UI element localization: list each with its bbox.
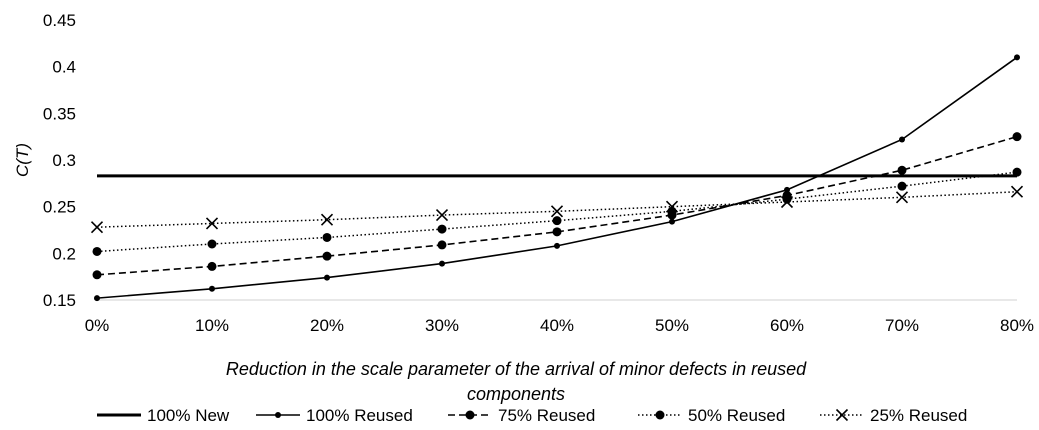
- data-point: [899, 136, 905, 142]
- legend-item: 50% Reused: [638, 406, 785, 425]
- y-axis-label: C(T): [13, 143, 32, 177]
- legend-label: 100% Reused: [306, 406, 413, 425]
- data-point: [837, 410, 848, 421]
- data-point: [668, 207, 677, 216]
- data-point: [553, 216, 562, 225]
- legend: 100% New 100% Reused 75% Reused 50% Reused 2…: [97, 406, 967, 425]
- legend-item: 25% Reused: [820, 406, 967, 425]
- series-layer: [92, 54, 1023, 301]
- data-point: [656, 411, 665, 420]
- legend-item: 100% New: [97, 406, 230, 425]
- data-point: [1013, 132, 1022, 141]
- data-point: [1014, 54, 1020, 60]
- y-tick-label: 0.45: [43, 11, 76, 30]
- data-point: [208, 240, 217, 249]
- x-axis-ticks: 0% 10% 20% 30% 40% 50% 60% 70% 80%: [85, 316, 1034, 335]
- data-point: [207, 218, 218, 229]
- x-tick-label: 0%: [85, 316, 110, 335]
- x-tick-label: 50%: [655, 316, 689, 335]
- data-point: [466, 411, 475, 420]
- y-tick-label: 0.3: [52, 151, 76, 170]
- legend-item: 100% Reused: [256, 406, 413, 425]
- data-point: [1013, 168, 1022, 177]
- x-tick-label: 70%: [885, 316, 919, 335]
- data-point: [554, 243, 560, 249]
- data-point: [92, 222, 103, 233]
- y-axis-ticks: 0.15 0.2 0.25 0.3 0.35 0.4 0.45: [43, 11, 76, 310]
- data-point: [93, 270, 102, 279]
- x-axis-label-line-2: components: [467, 384, 565, 404]
- y-tick-label: 0.15: [43, 291, 76, 310]
- data-point: [208, 262, 217, 271]
- series-line: [97, 57, 1017, 298]
- x-tick-label: 30%: [425, 316, 459, 335]
- y-tick-label: 0.35: [43, 104, 76, 123]
- legend-label: 50% Reused: [688, 406, 785, 425]
- x-tick-label: 10%: [195, 316, 229, 335]
- x-tick-label: 80%: [1000, 316, 1034, 335]
- data-point: [438, 225, 447, 234]
- data-point: [324, 275, 330, 281]
- x-tick-label: 60%: [770, 316, 804, 335]
- y-tick-label: 0.2: [52, 244, 76, 263]
- data-point: [275, 412, 281, 418]
- data-point: [898, 166, 907, 175]
- data-point: [209, 286, 215, 292]
- series-5: [92, 186, 1023, 232]
- legend-label: 100% New: [147, 406, 230, 425]
- legend-item: 75% Reused: [448, 406, 595, 425]
- series-3: [93, 132, 1022, 279]
- data-point: [439, 261, 445, 267]
- data-point: [93, 247, 102, 256]
- data-point: [553, 227, 562, 236]
- data-point: [438, 240, 447, 249]
- x-tick-label: 40%: [540, 316, 574, 335]
- data-point: [94, 295, 100, 301]
- x-axis-label-line-1: Reduction in the scale parameter of the …: [226, 359, 807, 379]
- data-point: [323, 252, 332, 261]
- y-tick-label: 0.4: [52, 58, 76, 77]
- data-point: [898, 182, 907, 191]
- data-point: [322, 214, 333, 225]
- x-tick-label: 20%: [310, 316, 344, 335]
- legend-label: 75% Reused: [498, 406, 595, 425]
- series-line: [97, 137, 1017, 275]
- data-point: [323, 233, 332, 242]
- legend-label: 25% Reused: [870, 406, 967, 425]
- y-tick-label: 0.25: [43, 198, 76, 217]
